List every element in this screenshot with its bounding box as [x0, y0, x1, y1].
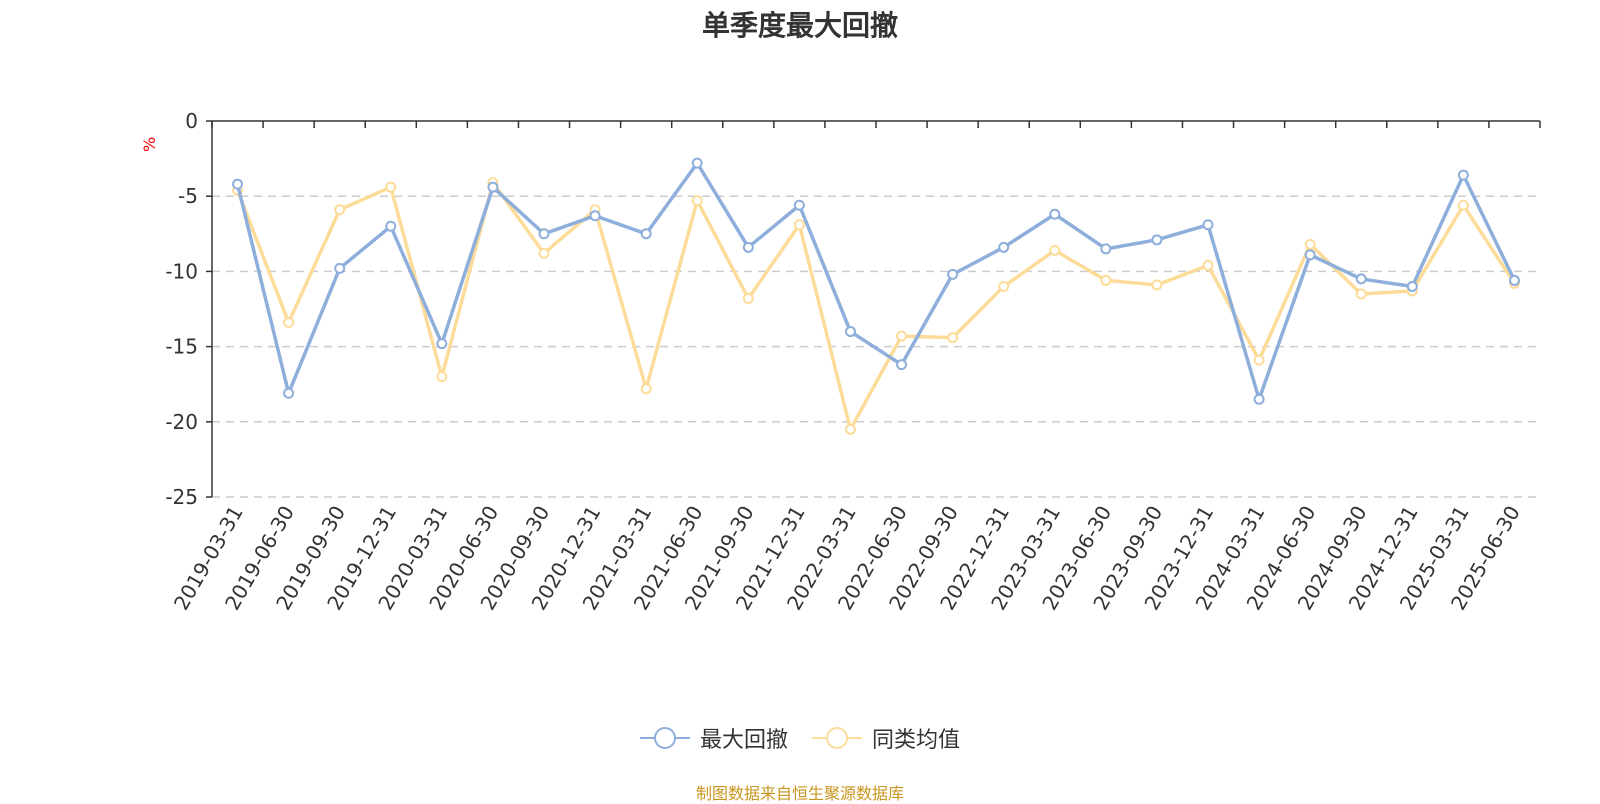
y-tick-label: -5 [178, 184, 198, 208]
data-point-series-1[interactable] [691, 157, 703, 169]
data-point-series-2[interactable] [1202, 259, 1214, 271]
data-point-series-1[interactable] [1304, 249, 1316, 261]
data-point-series-1[interactable] [436, 338, 448, 350]
data-point-series-1[interactable] [1253, 393, 1265, 405]
data-point-series-1[interactable] [1202, 219, 1214, 231]
legend-label-1: 最大回撤 [699, 728, 788, 753]
data-point-series-1[interactable] [334, 262, 346, 274]
data-point-series-1[interactable] [1100, 243, 1112, 255]
series-line-2 [235, 180, 1517, 432]
data-point-series-2[interactable] [793, 219, 805, 231]
legend: 最大回撤 同类均值 [0, 722, 1600, 754]
data-point-series-2[interactable] [947, 332, 959, 344]
legend-circle-1 [653, 727, 676, 749]
data-point-series-1[interactable] [1049, 208, 1061, 220]
tick-labels: 0-5-10-15-20-252019-03-312019-06-302019-… [165, 109, 1524, 614]
data-point-series-1[interactable] [385, 220, 397, 232]
data-point-series-1[interactable] [589, 210, 601, 222]
data-point-series-1[interactable] [742, 241, 754, 253]
data-point-series-2[interactable] [1100, 274, 1112, 286]
data-point-series-1[interactable] [1457, 169, 1469, 181]
series-lines [232, 157, 1520, 435]
data-point-series-2[interactable] [1049, 244, 1061, 256]
data-point-series-2[interactable] [640, 383, 652, 395]
data-point-series-2[interactable] [538, 247, 550, 259]
data-point-series-1[interactable] [1151, 234, 1163, 246]
data-point-series-1[interactable] [947, 268, 959, 280]
data-point-series-2[interactable] [998, 280, 1010, 292]
data-point-series-1[interactable] [896, 359, 908, 371]
y-tick-label: -10 [165, 259, 198, 283]
data-point-series-2[interactable] [334, 204, 346, 216]
data-point-series-1[interactable] [487, 181, 499, 193]
y-tick-label: -20 [165, 410, 198, 434]
axes [206, 120, 1541, 498]
data-point-series-1[interactable] [998, 241, 1010, 253]
y-tick-label: -25 [165, 485, 198, 509]
data-point-series-1[interactable] [1406, 280, 1418, 292]
legend-marker-icon [639, 727, 690, 749]
data-point-series-2[interactable] [691, 195, 703, 207]
data-point-series-2[interactable] [1355, 288, 1367, 300]
data-point-series-2[interactable] [283, 317, 295, 329]
legend-item-series-1[interactable]: 最大回撤 [639, 722, 788, 754]
legend-marker-icon [812, 727, 862, 749]
data-point-series-1[interactable] [640, 228, 652, 240]
data-point-series-1[interactable] [538, 228, 550, 240]
legend-item-series-2[interactable]: 同类均值 [812, 722, 960, 754]
data-point-series-2[interactable] [436, 371, 448, 383]
source-note: 制图数据来自恒生聚源数据库 [695, 784, 904, 803]
data-point-series-2[interactable] [844, 423, 856, 435]
data-point-series-1[interactable] [1355, 273, 1367, 285]
y-tick-label: -15 [165, 335, 198, 359]
data-point-series-2[interactable] [1457, 199, 1469, 211]
legend-label-2: 同类均值 [872, 728, 961, 753]
data-point-series-2[interactable] [385, 181, 397, 193]
data-point-series-1[interactable] [1508, 274, 1520, 286]
data-point-series-1[interactable] [844, 326, 856, 338]
data-point-series-1[interactable] [232, 178, 244, 190]
data-point-series-2[interactable] [742, 292, 754, 304]
data-point-series-2[interactable] [1151, 279, 1163, 291]
chart-title: 单季度最大回撤 [701, 9, 898, 42]
data-point-series-2[interactable] [896, 330, 908, 342]
data-point-series-2[interactable] [1304, 238, 1316, 250]
data-point-series-1[interactable] [793, 199, 805, 211]
data-point-series-2[interactable] [1253, 354, 1265, 366]
legend-circle-2 [826, 727, 848, 749]
series-line-1 [235, 161, 1517, 401]
y-tick-label: 0 [185, 109, 198, 133]
data-point-series-1[interactable] [283, 387, 295, 399]
